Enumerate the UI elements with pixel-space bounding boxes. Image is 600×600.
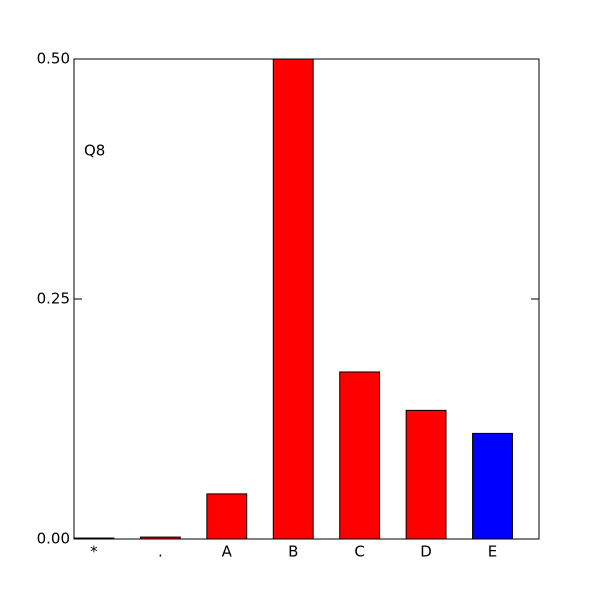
annotation: Q8 [84,142,105,160]
x-tick-label: B [288,543,298,561]
bar [405,409,447,540]
x-tick-label: E [488,543,497,561]
y-tick-label: 0.50 [37,50,70,68]
bar [206,493,248,540]
y-tick-label: 0.25 [37,290,70,308]
bar [272,58,314,540]
x-tick-label: D [420,543,432,561]
x-tick-label: . [158,543,163,561]
x-tick-label: A [222,543,233,561]
plot-frame [73,58,540,540]
bar [472,432,513,540]
x-tick-label: C [354,543,364,561]
bar [339,371,381,540]
x-tick-label: * [90,543,98,561]
y-tick-label: 0.00 [37,530,70,548]
